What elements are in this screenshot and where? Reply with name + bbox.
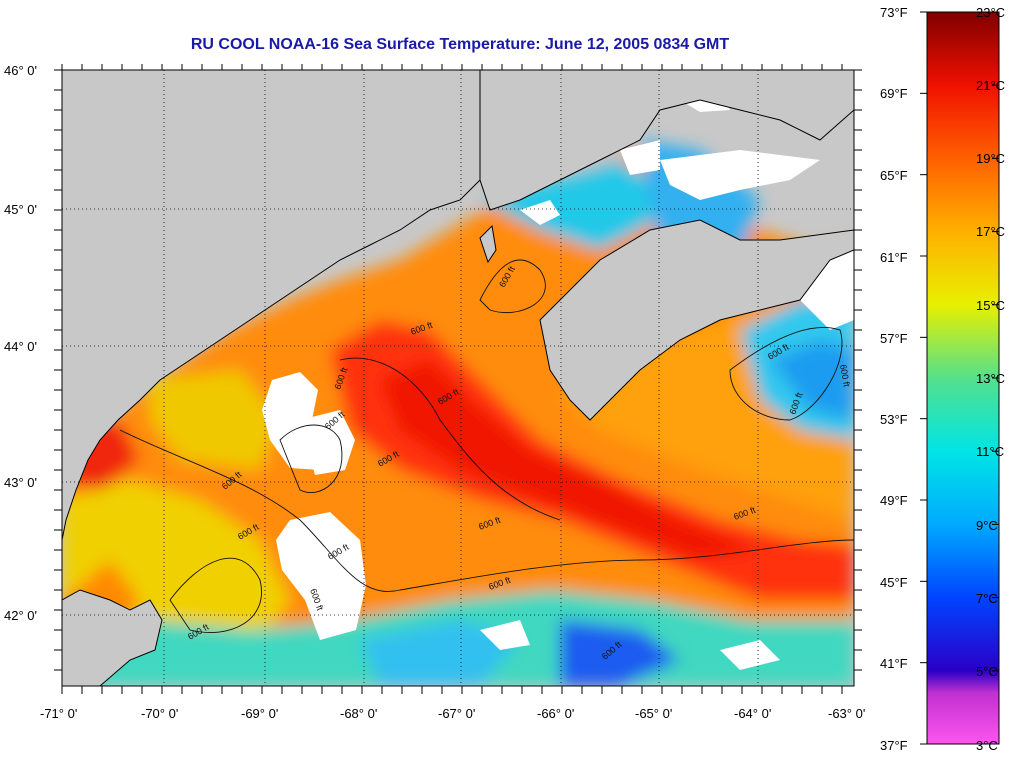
lon-label-65: -65° 0' (635, 706, 672, 721)
lon-label-68: -68° 0' (340, 706, 377, 721)
cbar-f-41: 41°F (880, 656, 908, 671)
colorbar-f-labels: 73°F 69°F 65°F 61°F 57°F 53°F 49°F 45°F … (880, 5, 908, 753)
lon-label-70: -70° 0' (141, 706, 178, 721)
cbar-f-65: 65°F (880, 168, 908, 183)
cbar-c-23: 23°C (976, 5, 1005, 20)
cbar-c-15: 15°C (976, 298, 1005, 313)
cbar-f-45: 45°F (880, 575, 908, 590)
cbar-f-73: 73°F (880, 5, 908, 20)
graticule (62, 70, 854, 686)
land-masses (62, 70, 854, 686)
axis-ticks (54, 64, 862, 694)
lat-label-42: 42° 0' (4, 608, 37, 623)
cbar-f-37: 37°F (880, 738, 908, 753)
cbar-c-11: 11°C (976, 444, 1004, 459)
lon-label-63: -63° 0' (828, 706, 865, 721)
map-title: RU COOL NOAA-16 Sea Surface Temperature:… (190, 36, 730, 53)
cbar-f-53: 53°F (880, 412, 908, 427)
lon-label-64: -64° 0' (734, 706, 771, 721)
cbar-c-19: 19°C (976, 151, 1005, 166)
svg-text:600 ft: 600 ft (838, 364, 852, 388)
lat-label-46: 46° 0' (4, 63, 37, 78)
cbar-c-13: 13°C (976, 371, 1005, 386)
lat-label-45: 45° 0' (4, 202, 37, 217)
lat-label-44: 44° 0' (4, 339, 37, 354)
latitude-labels: 46° 0' 45° 0' 44° 0' 43° 0' 42° 0' (4, 63, 37, 623)
cbar-c-3: 3°C (976, 738, 998, 753)
map-frame (61, 69, 855, 687)
colorbar-c-labels: 23°C 21°C 19°C 17°C 15°C 13°C 11°C 9°C 7… (976, 5, 1005, 753)
cbar-f-49: 49°F (880, 493, 908, 508)
lon-label-71: -71° 0' (40, 706, 77, 721)
cbar-c-17: 17°C (976, 224, 1005, 239)
sst-field: 600 ft 600 ft 600 ft 600 ft 600 ft 600 f… (62, 70, 854, 686)
cbar-f-61: 61°F (880, 250, 908, 265)
cbar-c-5: 5°C (976, 664, 998, 679)
lon-label-66: -66° 0' (537, 706, 574, 721)
cbar-c-7: 7°C (976, 591, 998, 606)
colorbar (926, 11, 1000, 745)
lon-label-69: -69° 0' (241, 706, 278, 721)
cbar-c-9: 9°C (976, 518, 998, 533)
cbar-f-57: 57°F (880, 331, 908, 346)
cbar-f-69: 69°F (880, 86, 908, 101)
longitude-labels: -71° 0' -70° 0' -69° 0' -68° 0' -67° 0' … (40, 706, 865, 721)
depth-contours (119, 259, 854, 633)
lon-label-67: -67° 0' (438, 706, 475, 721)
lat-label-43: 43° 0' (4, 475, 37, 490)
colorbar-ticks (920, 11, 999, 745)
cbar-c-21: 21°C (976, 78, 1005, 93)
